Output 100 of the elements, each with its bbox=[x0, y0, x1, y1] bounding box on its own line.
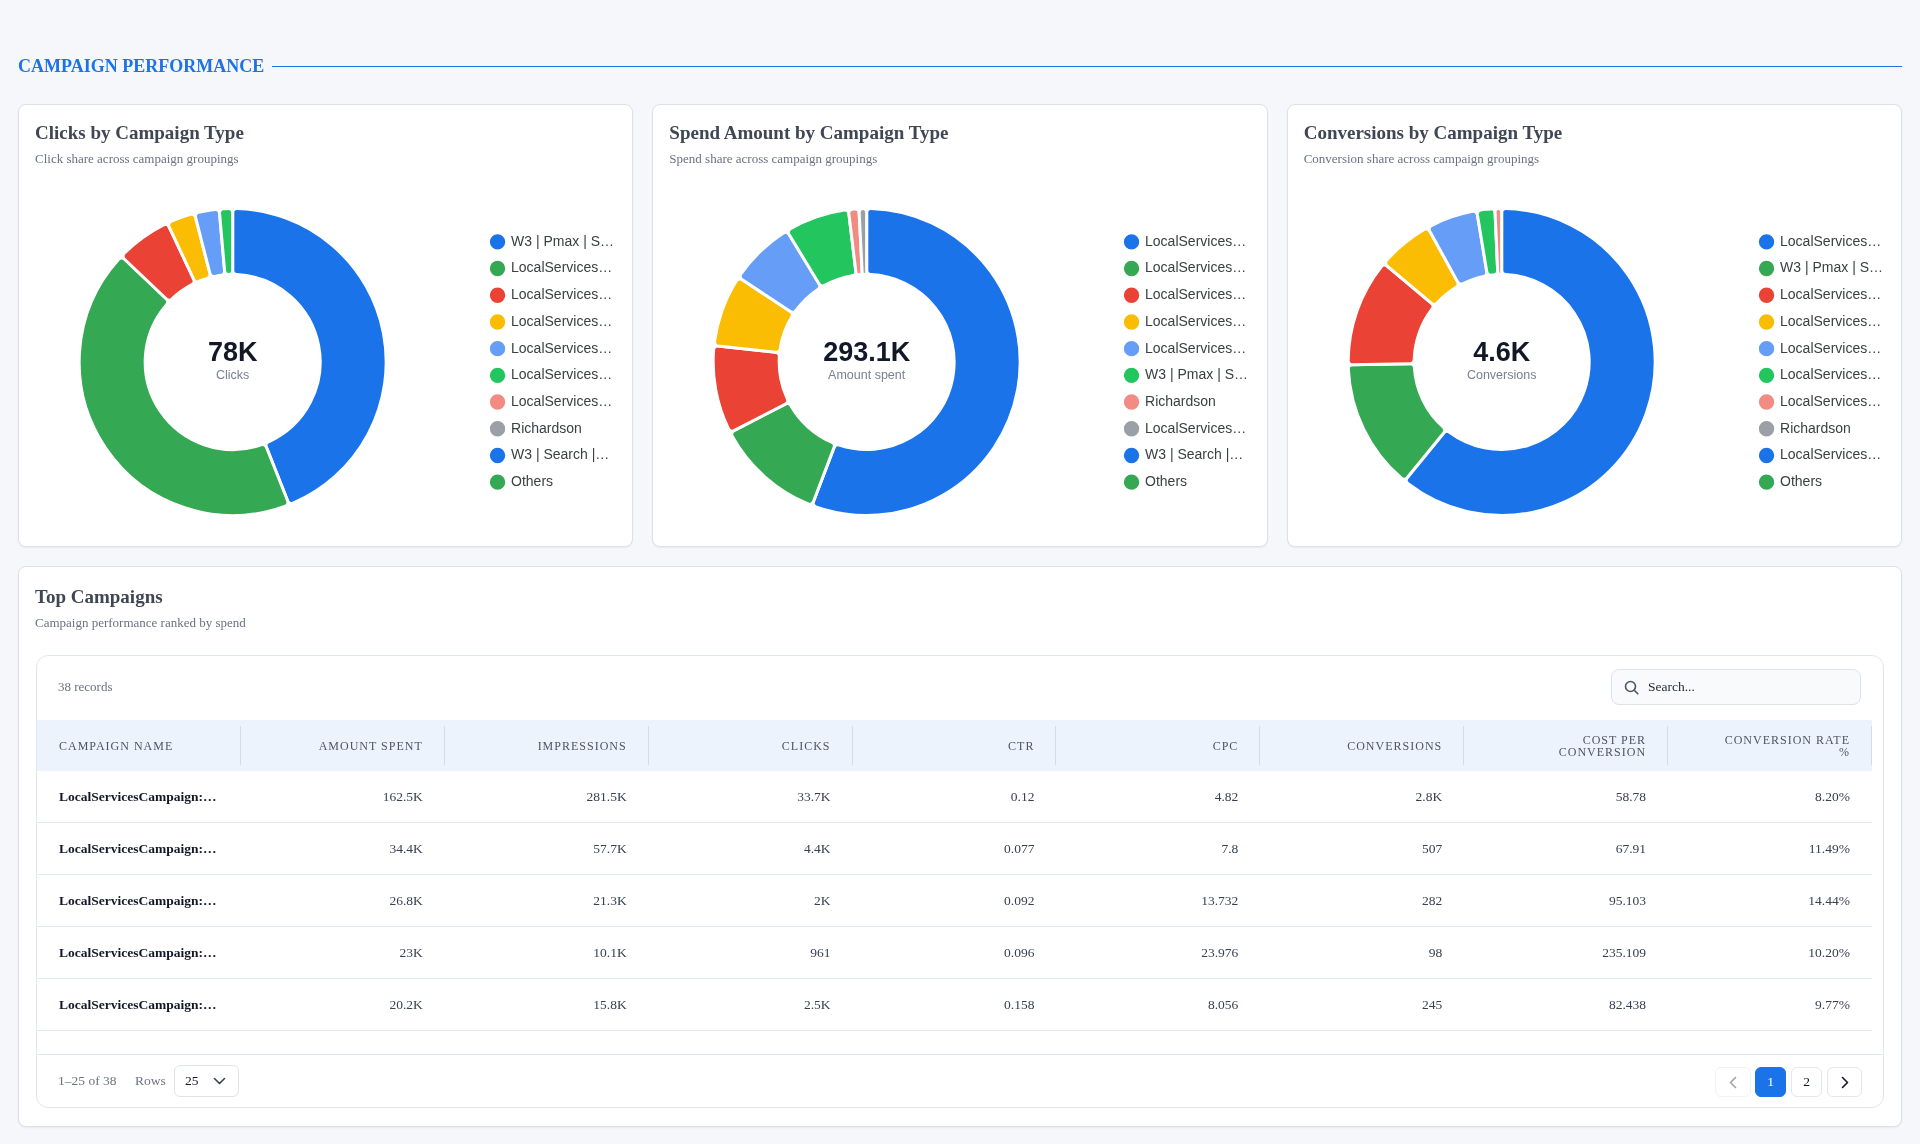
legend-label: W3 | Search |… bbox=[511, 446, 610, 463]
chart-subtitle: Click share across campaign groupings bbox=[35, 151, 239, 167]
text: 281.5K bbox=[586, 788, 627, 804]
text: 25 bbox=[185, 1072, 199, 1090]
text: 282 bbox=[1421, 892, 1443, 908]
text: 235.109 bbox=[1602, 944, 1647, 960]
text: 21.3K bbox=[593, 892, 627, 908]
legend-label: LocalServices… bbox=[511, 339, 613, 356]
legend-label: LocalServices… bbox=[1145, 286, 1247, 303]
text: 162.5K bbox=[382, 788, 423, 804]
text: 8.20% bbox=[1815, 788, 1850, 804]
text: 507 bbox=[1421, 840, 1443, 856]
text: Clicks bbox=[216, 368, 250, 383]
text: Conversions bbox=[1466, 368, 1537, 383]
text: LocalServicesCampaign:… bbox=[59, 840, 217, 856]
text: 34.4K bbox=[389, 840, 423, 856]
text: 57.7K bbox=[593, 840, 627, 856]
text: LocalServicesCampaign:… bbox=[59, 996, 217, 1012]
text: 2.8K bbox=[1415, 788, 1443, 804]
search-field: Search... bbox=[1611, 669, 1861, 705]
legend-label: LocalServices… bbox=[1145, 259, 1247, 276]
legend-label: LocalServices… bbox=[1145, 232, 1247, 249]
text: 10.20% bbox=[1808, 944, 1850, 960]
legend-label: Richardson bbox=[1779, 419, 1851, 436]
text: 293.1K bbox=[823, 337, 912, 368]
legend-label: LocalServices… bbox=[1779, 232, 1881, 249]
text: 961 bbox=[810, 944, 831, 960]
category-label: CPC bbox=[1212, 738, 1239, 753]
text: 0.077 bbox=[1004, 840, 1035, 856]
text: 14.44% bbox=[1808, 892, 1850, 908]
legend-label: LocalServices… bbox=[1145, 312, 1247, 329]
chart-subtitle: Spend share across campaign groupings bbox=[669, 151, 878, 167]
text: 82.438 bbox=[1608, 996, 1647, 1012]
legend-label: Richardson bbox=[511, 419, 582, 436]
legend-label: LocalServices… bbox=[1145, 339, 1247, 356]
text: Amount spent bbox=[828, 368, 907, 383]
text: 11.49% bbox=[1808, 840, 1850, 856]
legend-label: LocalServices… bbox=[511, 366, 613, 383]
text: 15.8K bbox=[593, 996, 627, 1012]
category-label: CONVERSIONS bbox=[1347, 738, 1443, 753]
text: Rows bbox=[135, 1072, 166, 1090]
text: 20.2K bbox=[389, 996, 423, 1012]
text: 0.158 bbox=[1004, 996, 1035, 1012]
text: 4.82 bbox=[1214, 788, 1239, 804]
text: Campaign performance ranked by spend bbox=[35, 615, 246, 631]
text: LocalServicesCampaign:… bbox=[59, 892, 217, 908]
text: LocalServicesCampaign:… bbox=[59, 788, 217, 804]
legend-label: W3 | Pmax | S… bbox=[511, 232, 615, 249]
category-label: IMPRESSIONS bbox=[537, 738, 627, 753]
text: 245 bbox=[1421, 996, 1443, 1012]
text: 9.77% bbox=[1815, 996, 1850, 1012]
text: 67.91 bbox=[1615, 840, 1647, 856]
text: 13.732 bbox=[1201, 892, 1239, 908]
text: 98 bbox=[1428, 944, 1443, 960]
text: 58.78 bbox=[1615, 788, 1647, 804]
chart-title: Clicks by Campaign Type bbox=[35, 122, 244, 144]
category-label: CLICKS bbox=[781, 738, 831, 753]
category-label: COST PER CONVERSION bbox=[1557, 732, 1647, 759]
text: 4.4K bbox=[803, 840, 831, 856]
text: 7.8 bbox=[1221, 840, 1239, 856]
legend-label: LocalServices… bbox=[1779, 446, 1881, 463]
legend-label: Others bbox=[1145, 473, 1188, 490]
legend-label: LocalServices… bbox=[1779, 392, 1881, 409]
category-label: CTR bbox=[1008, 738, 1035, 753]
text: 8.056 bbox=[1207, 996, 1239, 1012]
chart-title: Conversions by Campaign Type bbox=[1303, 122, 1563, 144]
legend-label: Others bbox=[1779, 473, 1822, 490]
legend-label: LocalServices… bbox=[511, 259, 613, 276]
legend-label: LocalServices… bbox=[511, 392, 613, 409]
text: 10.1K bbox=[593, 944, 627, 960]
chart-subtitle: Conversion share across campaign groupings bbox=[1303, 151, 1540, 167]
category-label: CAMPAIGN NAME bbox=[59, 738, 174, 753]
legend-label: LocalServices… bbox=[1145, 419, 1247, 436]
legend-label: Richardson bbox=[1145, 392, 1217, 409]
category-label: AMOUNT SPENT bbox=[318, 738, 423, 753]
legend-label: W3 | Pmax | S… bbox=[1779, 259, 1883, 276]
legend-label: W3 | Search |… bbox=[1145, 446, 1244, 463]
text: Top Campaigns bbox=[35, 586, 163, 608]
legend-label: LocalServices… bbox=[1779, 286, 1881, 303]
text: 23.976 bbox=[1201, 944, 1239, 960]
legend-label: LocalServices… bbox=[511, 312, 613, 329]
text: 95.103 bbox=[1608, 892, 1647, 908]
text: 0.092 bbox=[1004, 892, 1035, 908]
text: 2K bbox=[814, 892, 831, 908]
legend-label: LocalServices… bbox=[1779, 339, 1881, 356]
text: 0.096 bbox=[1004, 944, 1035, 960]
text: 23K bbox=[399, 944, 423, 960]
text: 78K bbox=[207, 337, 258, 368]
text: 33.7K bbox=[797, 788, 831, 804]
legend-label: LocalServices… bbox=[1779, 312, 1881, 329]
text: 26.8K bbox=[389, 892, 423, 908]
text: 0.12 bbox=[1010, 788, 1035, 804]
text: 4.6K bbox=[1472, 337, 1531, 368]
text: 1 bbox=[1767, 1073, 1774, 1091]
category-label: CONVERSION RATE % bbox=[1723, 732, 1850, 759]
legend-label: LocalServices… bbox=[1779, 366, 1881, 383]
legend-label: Others bbox=[511, 473, 554, 490]
text: 2 bbox=[1803, 1073, 1810, 1091]
legend-label: LocalServices… bbox=[511, 286, 613, 303]
chart-title: Spend Amount by Campaign Type bbox=[669, 122, 949, 144]
